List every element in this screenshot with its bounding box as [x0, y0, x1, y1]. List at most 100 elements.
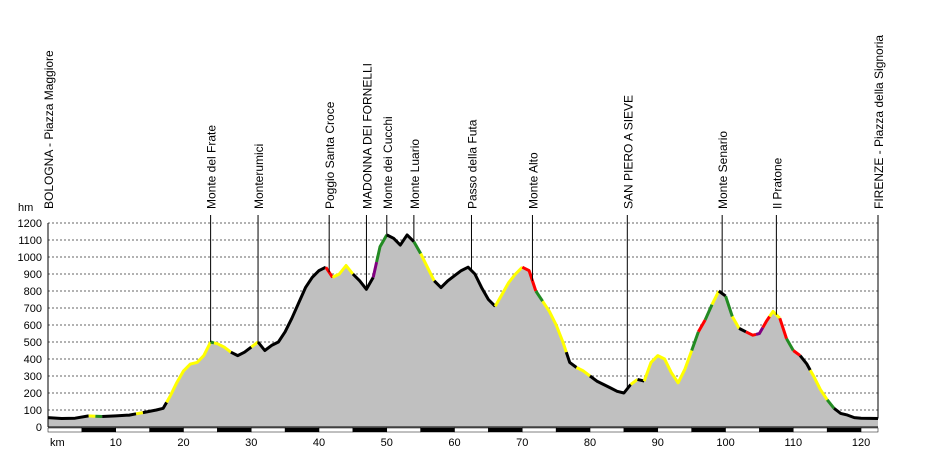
place-label: Monte Alto — [526, 152, 540, 209]
y-tick-label: 300 — [24, 371, 42, 383]
gradient-segment-moderate — [690, 331, 700, 352]
y-tick-label: 800 — [24, 286, 42, 298]
y-axis-label: hm — [18, 202, 33, 214]
gradient-segment-steep — [165, 341, 212, 404]
gradient-segment-moderate — [724, 295, 734, 317]
y-tick-label: 200 — [24, 388, 42, 400]
gradient-segment-flat — [589, 374, 632, 395]
x-tick-label: 120 — [852, 437, 870, 449]
axes: hm km 0 100 200 300 400 500 600 700 800 900 1000 11… — [18, 202, 879, 449]
place-label: Il Pratone — [770, 157, 784, 209]
place-label: BOLOGNA - Piazza Maggiore — [42, 50, 56, 209]
gradient-segment-flat — [564, 351, 578, 369]
gradient-segment-flat — [230, 345, 253, 358]
x-tick-label: 90 — [652, 437, 664, 449]
y-tick-label: 400 — [24, 354, 42, 366]
gradient-segment-steep — [730, 315, 741, 330]
km-ruler-band — [826, 427, 862, 433]
y-tick-label: 0 — [36, 422, 42, 434]
gradient-segment-flat — [738, 327, 747, 334]
x-tick-label: 30 — [245, 437, 257, 449]
gradient-segment-extreme — [371, 261, 379, 278]
y-tick-label: 1200 — [18, 218, 42, 230]
km-ruler-band — [284, 427, 320, 433]
y-tick-label: 1100 — [18, 235, 42, 247]
x-tick-label: 110 — [785, 437, 803, 449]
gradient-segment-moderate — [785, 337, 795, 352]
place-markers: BOLOGNA - Piazza Maggiore Monte del Frate… — [42, 35, 886, 419]
y-tick-label: 900 — [24, 269, 42, 281]
gradient-segment-steep — [629, 378, 639, 386]
km-ruler-band — [725, 427, 760, 433]
gradient-segment-steep — [575, 366, 591, 378]
km-ruler-band — [454, 427, 489, 433]
gradient-segment-flat — [142, 401, 168, 415]
gradient-segment-steep — [642, 349, 694, 385]
gradient-segment-moderate — [826, 398, 836, 410]
gradient-segment-very_steep — [697, 319, 707, 333]
gradient-segment-steep — [135, 411, 144, 416]
x-tick-label: 10 — [110, 437, 122, 449]
gradient-segment-very_steep — [745, 330, 757, 337]
place-label: Passo della Futa — [465, 119, 479, 209]
km-ruler-band — [623, 427, 659, 433]
y-tick-label: 500 — [24, 337, 42, 349]
km-ruler-band — [555, 427, 591, 433]
gradient-segment-very_steep — [778, 317, 788, 340]
km-ruler-band — [386, 427, 421, 433]
x-tick-label: 70 — [516, 437, 528, 449]
km-ruler-band — [149, 427, 184, 433]
place-label: Monte Senario — [716, 131, 730, 209]
gradient-segment-steep — [710, 290, 721, 306]
gradient-segment-very_steep — [761, 315, 771, 329]
gradient-segment-steep — [331, 264, 355, 279]
km-ruler-band — [352, 427, 388, 433]
gradient-segment-steep — [768, 309, 781, 320]
gradient-segment-moderate — [703, 303, 714, 321]
y-tick-label: 700 — [24, 303, 42, 315]
km-ruler-band — [251, 427, 286, 433]
km-ruler-band — [589, 427, 625, 433]
km-ruler-band — [183, 427, 218, 433]
x-tick-label: 40 — [313, 437, 325, 449]
gradient-segment-steep — [541, 300, 568, 353]
gradient-segment-steep — [419, 252, 436, 282]
profile-fill — [48, 234, 878, 427]
gradient-segment-steep — [213, 341, 232, 354]
place-label: MADONNA DEI FORNELLI — [360, 63, 374, 209]
gradient-segment-extreme — [755, 326, 765, 336]
x-tick-label: 100 — [716, 437, 734, 449]
gradient-segment-steep — [493, 266, 524, 308]
y-tick-label: 1000 — [18, 252, 42, 264]
gradient-segment-steep — [808, 369, 829, 401]
km-ruler-band — [81, 427, 117, 433]
x-tick-label: 80 — [584, 437, 596, 449]
gradient-segment-flat — [637, 377, 645, 383]
gradient-segment-moderate — [534, 290, 544, 303]
gradient-segment-flat — [798, 354, 812, 371]
place-label: Monte del Frate — [205, 125, 219, 209]
place-label: FIRENZE - Piazza della Signoria — [872, 35, 886, 209]
place-label: Monterumici — [252, 144, 266, 209]
km-ruler-band — [318, 427, 354, 433]
km-ruler-band — [115, 427, 150, 433]
km-ruler-band — [488, 427, 523, 433]
gradient-segment-flat — [47, 414, 89, 420]
y-tick-label: 600 — [24, 320, 42, 332]
km-ruler-band — [217, 427, 252, 433]
gradient-segment-flat — [433, 265, 497, 308]
gradient-segment-steep — [250, 340, 259, 349]
y-tick-label: 100 — [24, 405, 42, 417]
gradient-segment-moderate — [412, 240, 423, 255]
km-ruler-band — [522, 427, 557, 433]
x-tick-label: 20 — [177, 437, 189, 449]
km-ruler-band — [793, 427, 828, 433]
gradient-segment-very_steep — [521, 265, 538, 292]
gradient-segment-moderate — [210, 340, 215, 345]
km-ruler-band — [47, 427, 83, 433]
place-label: Monte dei Cucchi — [381, 116, 395, 209]
km-ruler-band — [657, 427, 692, 433]
gradient-segment-flat — [102, 412, 137, 418]
x-tick-label: 50 — [381, 437, 393, 449]
